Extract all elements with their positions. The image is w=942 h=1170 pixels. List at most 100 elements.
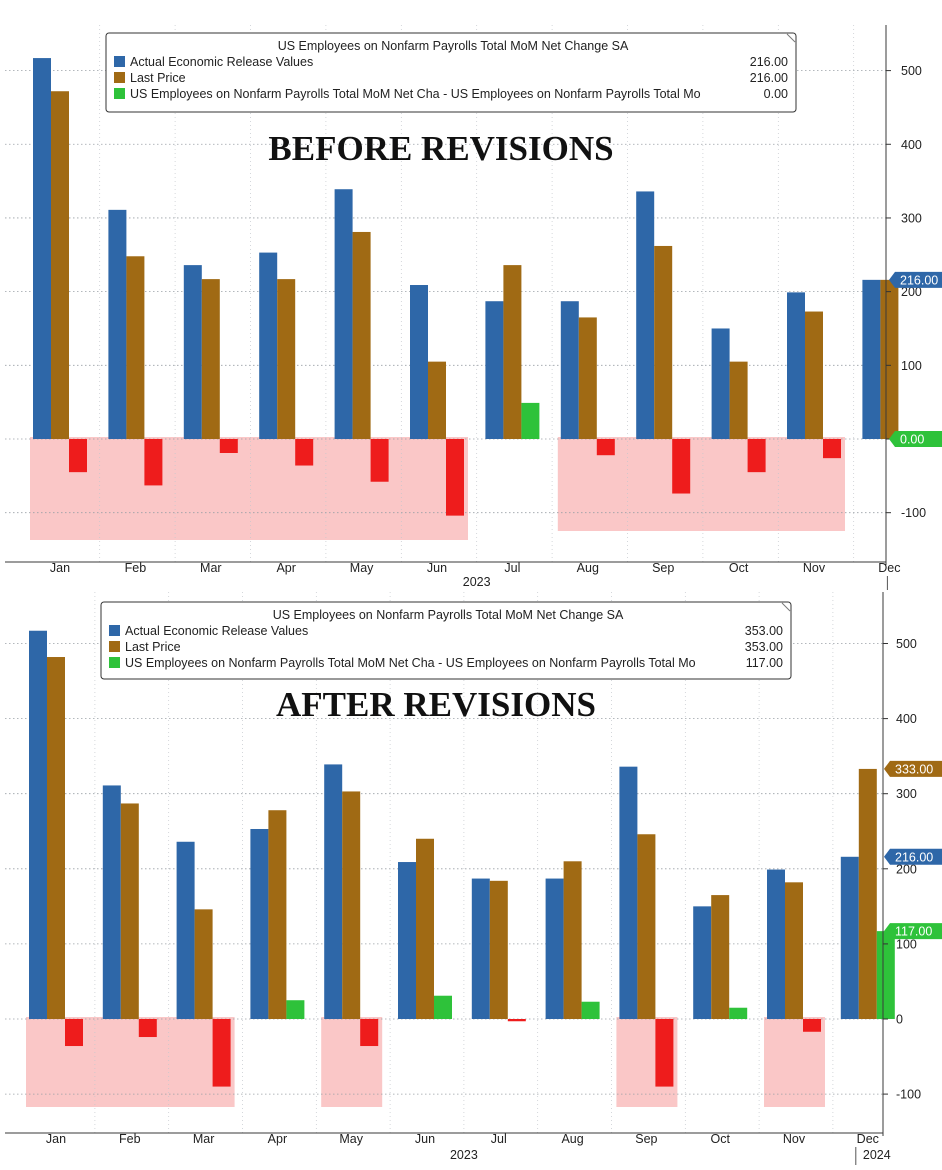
axis-value-tag (889, 431, 942, 447)
last-price-bar (503, 265, 522, 439)
difference-bar (286, 1000, 305, 1019)
legend-entry-value: 216.00 (750, 71, 788, 85)
difference-bar (65, 1019, 83, 1047)
difference-bar (803, 1019, 821, 1032)
y-tick-label: 400 (901, 138, 922, 152)
legend-swatch (109, 625, 120, 636)
legend-title: US Employees on Nonfarm Payrolls Total M… (273, 608, 624, 622)
difference-bar (507, 1019, 526, 1022)
difference-bar (521, 402, 540, 439)
actual-bar (862, 279, 881, 439)
actual-bar (324, 764, 343, 1019)
y-tick-label: -100 (896, 1088, 921, 1102)
panel-after: -100 0 100 200 300 400 500 Jan Feb Mar Apr May Jun Ju… (5, 592, 942, 1165)
last-price-bar (729, 361, 748, 439)
actual-bar (259, 252, 278, 439)
last-price-bar (352, 231, 371, 439)
x-tick-label: Jul (504, 561, 520, 575)
actual-bar (636, 191, 655, 439)
x-tick-label: Nov (783, 1132, 806, 1146)
legend: US Employees on Nonfarm Payrolls Total M… (100, 601, 792, 680)
axis-value-tag-label: 216.00 (900, 273, 938, 287)
last-price-bar (47, 657, 65, 1019)
last-price-bar (428, 361, 446, 439)
legend-entry-value: 353.00 (745, 624, 783, 638)
difference-bar (219, 439, 238, 453)
last-price-bar (578, 317, 597, 439)
legend-entry-value: 117.00 (746, 656, 783, 670)
legend-entry-label: Last Price (125, 640, 181, 654)
difference-bar (212, 1019, 231, 1087)
difference-bar (596, 439, 615, 456)
last-price-bar (416, 838, 434, 1019)
x-tick-label: Aug (577, 561, 599, 575)
legend-entry-value: 216.00 (750, 55, 788, 69)
x-tick-label: Jul (491, 1132, 507, 1146)
actual-bar (334, 189, 353, 439)
highlight-region (764, 1017, 825, 1107)
last-price-bar (51, 91, 69, 439)
last-price-bar (268, 810, 287, 1019)
axis-value-tag-label: 216.00 (895, 850, 933, 864)
axis-value-tag-label: 0.00 (900, 433, 924, 447)
y-tick-label: 100 (901, 359, 922, 373)
actual-bar (29, 630, 47, 1019)
legend-box (100, 601, 792, 680)
actual-bar (840, 856, 859, 1019)
actual-bar (560, 301, 579, 439)
difference-bar (876, 931, 895, 1019)
last-price-bar (711, 895, 730, 1019)
difference-bar (747, 439, 766, 473)
y-tick-label: 300 (896, 787, 917, 801)
legend-entry-label: US Employees on Nonfarm Payrolls Total M… (125, 656, 696, 670)
last-price-bar (805, 311, 823, 439)
x-tick-label: Apr (276, 561, 295, 575)
last-price-bar (637, 834, 656, 1019)
last-price-bar (120, 803, 139, 1019)
actual-bar (485, 301, 504, 439)
y-tick-label: 400 (896, 712, 917, 726)
difference-bar (446, 439, 464, 516)
x-tick-label: May (350, 561, 374, 575)
x-tick-label: Sep (652, 561, 674, 575)
x-tick-label: Feb (125, 561, 147, 575)
x-tick-label: Sep (635, 1132, 657, 1146)
actual-bar (767, 869, 785, 1019)
legend: US Employees on Nonfarm Payrolls Total M… (105, 32, 797, 113)
axis-value-tag (884, 848, 942, 865)
y-tick-label: 200 (901, 285, 922, 299)
actual-bar (711, 328, 730, 439)
x-tick-label: Mar (200, 561, 222, 575)
x-axis-year-label: 2023 (463, 575, 491, 589)
difference-bar (655, 1019, 674, 1087)
legend-entry-value: 353.00 (745, 640, 783, 654)
legend-entry-value: 0.00 (764, 87, 788, 101)
legend-swatch (109, 641, 120, 652)
actual-bar (398, 862, 416, 1019)
difference-bar (672, 439, 691, 494)
difference-bar (360, 1019, 379, 1047)
last-price-bar (880, 279, 899, 439)
x-tick-label: Mar (193, 1132, 215, 1146)
difference-bar (138, 1019, 157, 1038)
x-tick-label: Apr (268, 1132, 287, 1146)
difference-bar (729, 1007, 748, 1019)
x-tick-label: Nov (803, 561, 826, 575)
difference-bar (581, 1001, 600, 1019)
last-price-bar (563, 861, 582, 1019)
x-tick-label: Jun (415, 1132, 435, 1146)
last-price-bar (342, 791, 361, 1019)
legend-swatch (114, 88, 125, 99)
legend-resize-icon (786, 33, 796, 43)
legend-entry-label: Actual Economic Release Values (130, 55, 313, 69)
actual-bar (545, 878, 564, 1019)
legend-title: US Employees on Nonfarm Payrolls Total M… (278, 39, 629, 53)
actual-bar (183, 265, 202, 439)
last-price-bar (277, 279, 296, 439)
x-axis-year-label-2024: 2024 (863, 1148, 891, 1162)
x-tick-label: Dec (878, 561, 900, 575)
x-tick-label: Jan (50, 561, 70, 575)
legend-resize-icon (781, 602, 791, 612)
